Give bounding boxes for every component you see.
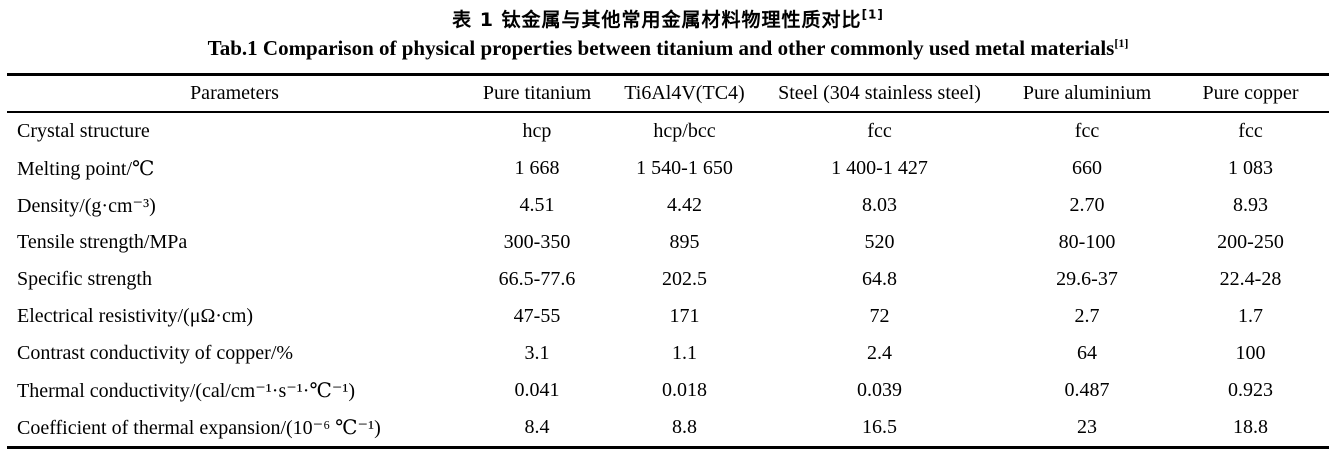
parameter-cell: Density/(g·cm⁻³) (17, 195, 156, 217)
value-cell: 0.039 (857, 379, 902, 401)
value-cell: 0.923 (1228, 379, 1273, 401)
value-cell: 2.7 (1074, 305, 1100, 327)
table-title-english: Tab.1 Comparison of physical properties … (0, 35, 1336, 61)
value-cell: 64.8 (862, 268, 897, 290)
table-title-english-text: Tab.1 Comparison of physical properties … (207, 36, 1115, 60)
value-cell: 64 (1077, 342, 1097, 364)
value-cell: fcc (1238, 120, 1263, 142)
value-cell: 8.03 (862, 194, 897, 216)
value-cell: 18.8 (1233, 416, 1268, 438)
value-cell: 2.4 (867, 342, 892, 364)
table-header: Parameters Pure titanium Ti6Al4V(TC4) Steel… (7, 75, 1329, 112)
value-cell: 3.1 (524, 342, 550, 364)
parameter-cell: Crystal structure (17, 120, 150, 142)
value-cell: 66.5-77.6 (498, 268, 576, 290)
citation-ref-english: [1] (1114, 36, 1129, 50)
value-cell: 202.5 (662, 268, 707, 290)
value-cell: 8.8 (672, 416, 697, 438)
value-cell: 200-250 (1217, 231, 1284, 253)
value-cell: hcp/bcc (653, 120, 716, 142)
parameter-cell: Thermal conductivity/(cal/cm⁻¹·s⁻¹·℃⁻¹) (17, 380, 356, 402)
value-cell: 8.4 (524, 416, 550, 438)
value-cell: hcp (522, 120, 552, 142)
value-cell: 0.487 (1064, 379, 1110, 401)
table-title-chinese-text: 表 1 钛金属与其他常用金属材料物理性质对比 (452, 9, 862, 31)
table-row: Electrical resistivity/(μΩ·cm) 47-55 171 72… (7, 298, 1329, 335)
value-cell: 16.5 (862, 416, 897, 438)
parameter-cell: Contrast conductivity of copper/% (17, 342, 294, 364)
table-title-chinese: 表 1 钛金属与其他常用金属材料物理性质对比[1] (0, 8, 1336, 32)
value-cell: 29.6-37 (1056, 268, 1118, 290)
properties-comparison-table: Parameters Pure titanium Ti6Al4V(TC4) Steel… (7, 73, 1329, 449)
value-cell: 1 400-1 427 (831, 157, 928, 179)
parameter-cell: Melting point/℃ (17, 158, 155, 180)
value-cell: 8.93 (1233, 194, 1268, 216)
value-cell: 0.018 (662, 379, 707, 401)
column-header: Pure titanium (482, 82, 592, 104)
citation-ref-chinese: [1] (861, 7, 884, 22)
column-header: Parameters (190, 82, 279, 104)
value-cell: 1.7 (1238, 305, 1263, 327)
table-row: Coefficient of thermal expansion/(10⁻⁶ ℃… (7, 409, 1329, 448)
value-cell: 22.4-28 (1219, 268, 1282, 290)
value-cell: 300-350 (503, 231, 571, 253)
table-row: Contrast conductivity of copper/% 3.1 1.1 2… (7, 335, 1329, 372)
table-row: Melting point/℃ 1 668 1 540-1 650 1 400-1 4… (7, 150, 1329, 187)
value-cell: 4.42 (667, 194, 702, 216)
value-cell: 1 540-1 650 (636, 157, 733, 179)
parameter-cell: Specific strength (17, 268, 152, 290)
column-header: Pure aluminium (1022, 82, 1152, 104)
value-cell: 2.70 (1069, 194, 1105, 216)
table-row: Crystal structure hcp hcp/bcc fcc fcc fcc (7, 112, 1329, 150)
properties-table-body: Crystal structure hcp hcp/bcc fcc fcc fcc Melt… (7, 112, 1329, 448)
table-row: Specific strength 66.5-77.6 202.5 64.8 29.6-… (7, 261, 1329, 298)
table-row: Density/(g·cm⁻³) 4.51 4.42 8.03 2.70 8.93 (7, 187, 1329, 224)
value-cell: 895 (669, 231, 700, 253)
header-row: Parameters Pure titanium Ti6Al4V(TC4) Steel… (7, 75, 1329, 112)
column-header: Steel (304 stainless steel) (778, 82, 981, 104)
value-cell: 1 668 (514, 157, 560, 179)
value-cell: 23 (1077, 416, 1097, 438)
value-cell: fcc (1074, 120, 1100, 142)
value-cell: 0.041 (514, 379, 560, 401)
value-cell: 1.1 (672, 342, 697, 364)
value-cell: 171 (669, 305, 700, 327)
value-cell: 4.51 (519, 194, 555, 216)
parameter-cell: Coefficient of thermal expansion/(10⁻⁶ ℃… (17, 417, 381, 439)
column-header: Ti6Al4V(TC4) (624, 82, 745, 104)
column-header: Pure copper (1202, 82, 1299, 104)
value-cell: 72 (869, 305, 890, 327)
table-row: Tensile strength/MPa 300-350 895 520 80-100 2… (7, 224, 1329, 261)
value-cell: 47-55 (513, 305, 561, 327)
value-cell: 660 (1072, 157, 1102, 179)
parameter-cell: Tensile strength/MPa (17, 231, 188, 253)
value-cell: fcc (867, 120, 892, 142)
value-cell: 100 (1235, 342, 1266, 364)
value-cell: 520 (864, 231, 895, 253)
value-cell: 1 083 (1228, 157, 1273, 179)
value-cell: 80-100 (1058, 231, 1116, 253)
parameter-cell: Electrical resistivity/(μΩ·cm) (17, 305, 254, 327)
table-row: Thermal conductivity/(cal/cm⁻¹·s⁻¹·℃⁻¹) 0… (7, 372, 1329, 409)
